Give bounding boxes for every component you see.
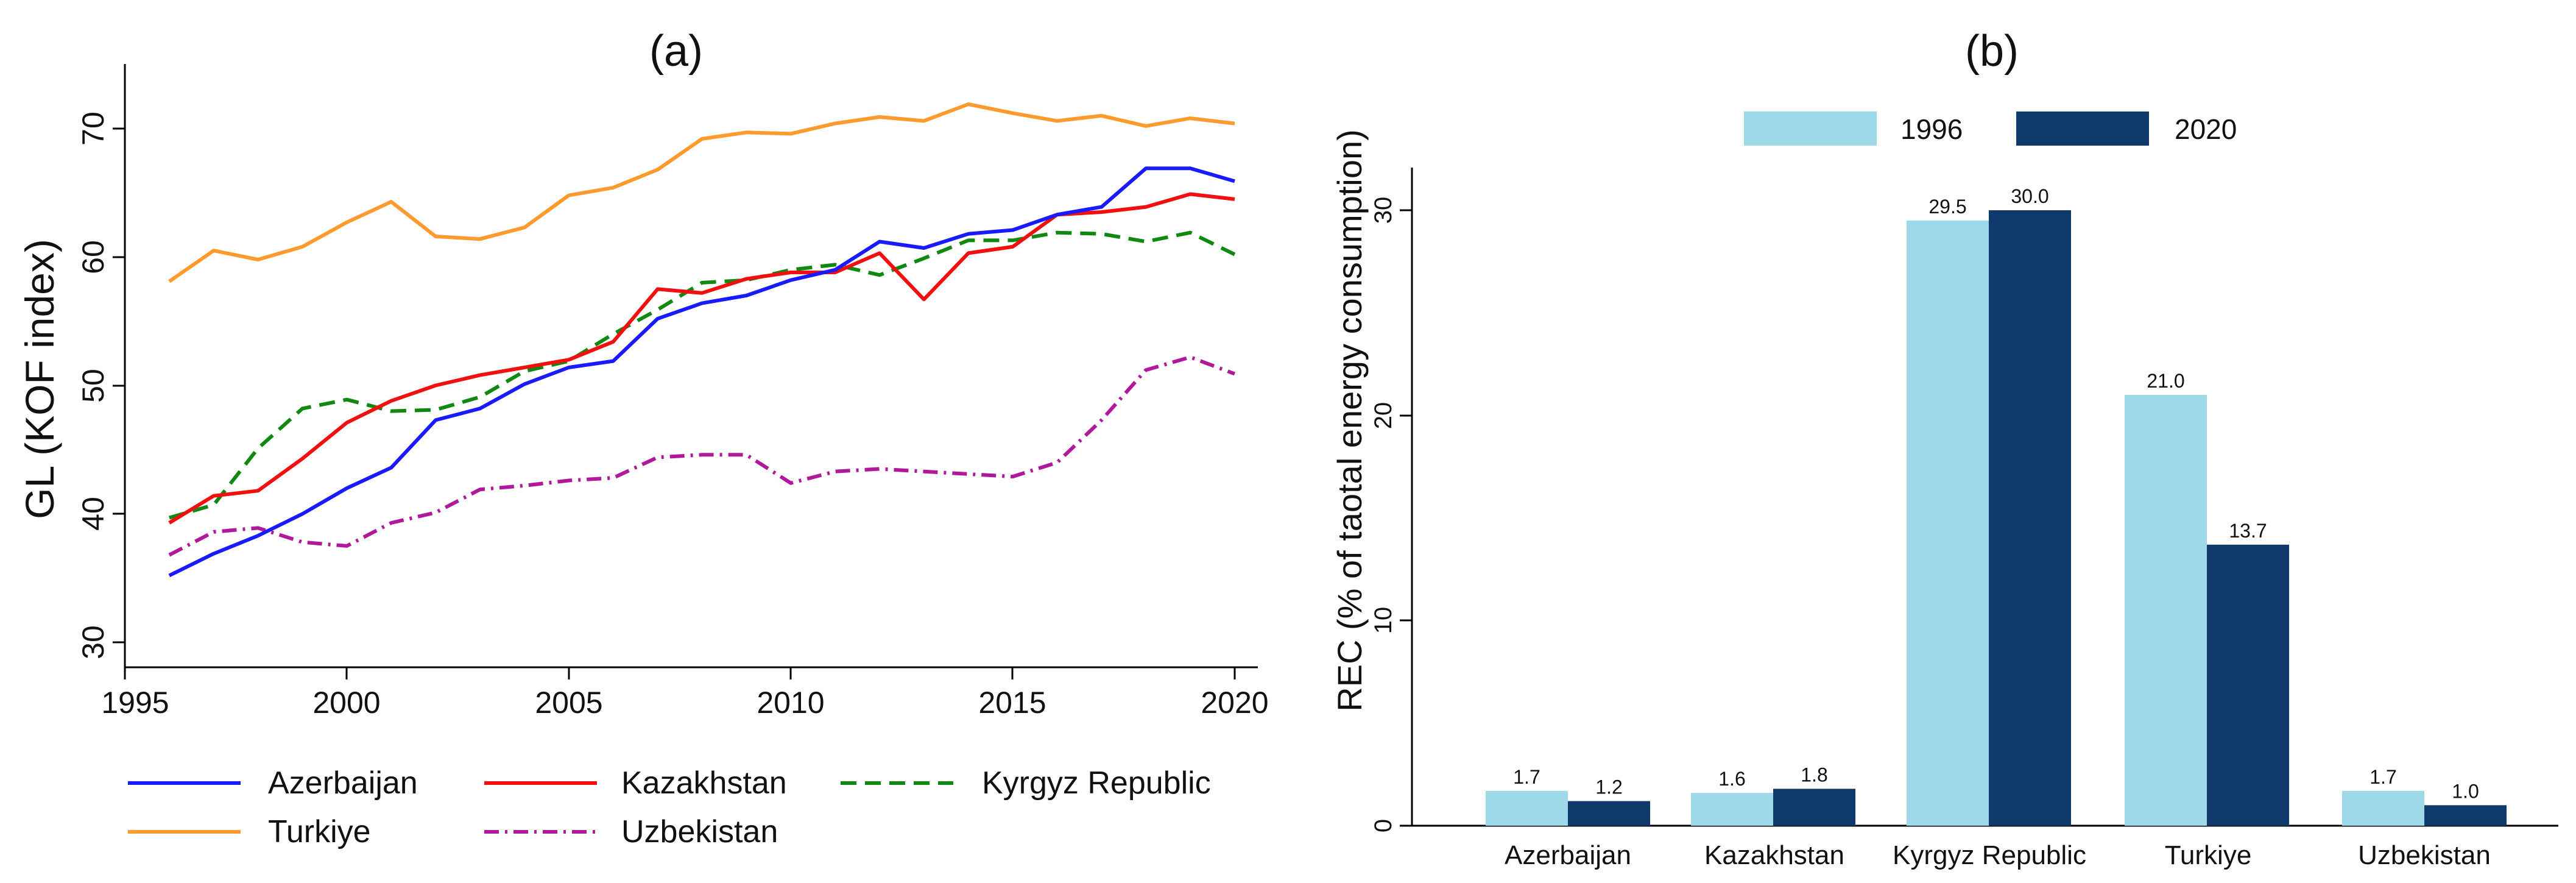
panel-b-bars: 1.7 1.2 1.6 1.8 29.5 30.0 21.0 13.7 1.7 1.0 [1486,185,2507,826]
bar-turkiye-2020 [2207,544,2289,826]
category-label-kyrgyz-republic: Kyrgyz Republic [1893,840,2086,870]
bar-turkiye-1996 [2125,395,2207,826]
category-label-azerbaijan: Azerbaijan [1505,840,1631,870]
bar-azerbaijan-1996 [1486,790,1568,826]
panel-a-y-tick-label-40: 40 [76,497,110,531]
panel-b-y-axis-label: REC (% of taotal energy consumption) [1330,129,1369,712]
bar-label-kyrgyz-republic-1996: 29.5 [1928,196,1966,218]
bar-label-turkiye-1996: 21.0 [2147,370,2184,392]
panel-a-legend: Azerbaijan Kazakhstan Kyrgyz Republic Tu… [128,765,1211,849]
bar-azerbaijan-2020 [1568,801,1650,826]
series-line-kyrgyz-republic [169,230,1236,520]
panel-a-y-tick-label-30: 30 [76,625,110,659]
panel-b-y-tick-label-20: 20 [1370,402,1397,430]
panel-b-y-ticks: 0 10 20 30 [1370,197,1412,832]
panel-a-y-tick-label-70: 70 [76,112,110,146]
panel-a-y-ticks: 30 40 50 60 70 [76,112,125,659]
legend-label-1996: 1996 [1900,113,1963,145]
panel-a-x-tick-label-2015: 2015 [978,686,1046,720]
series-line-uzbekistan [168,355,1236,557]
bar-label-azerbaijan-1996: 1.7 [1513,766,1540,788]
panel-a-x-tick-label-2000: 2000 [312,686,380,720]
bar-kyrgyz-republic-2020 [1989,210,2071,826]
panel-a-series [168,102,1236,578]
bar-kazakhstan-2020 [1773,789,1855,826]
bar-label-kazakhstan-2020: 1.8 [1801,764,1827,785]
panel-b-y-tick-label-30: 30 [1370,197,1397,224]
bar-label-azerbaijan-2020: 1.2 [1595,776,1622,798]
panel-a-x-ticks: 1995 2000 2005 2010 2015 2020 [101,667,1269,720]
bar-kazakhstan-1996 [1691,793,1773,826]
legend-label-uzbekistan: Uzbekistan [621,814,778,849]
legend-swatch-2020 [2016,112,2149,146]
bar-label-turkiye-2020: 13.7 [2229,520,2267,542]
legend-label-turkiye: Turkiye [268,814,371,849]
panel-a-x-tick-label-2005: 2005 [535,686,602,720]
bar-label-uzbekistan-2020: 1.0 [2452,780,2479,802]
panel-a-x-tick-label-1995: 1995 [101,686,169,720]
bar-uzbekistan-1996 [2342,790,2424,826]
category-label-uzbekistan: Uzbekistan [2358,840,2491,870]
category-label-turkiye: Turkiye [2165,840,2252,870]
category-label-kazakhstan: Kazakhstan [1704,840,1844,870]
panel-a-y-tick-label-60: 60 [76,240,110,274]
panel-b-bar-chart: (b) 1996 2020 REC (% of taotal energy co… [1330,27,2558,870]
panel-a-line-chart: (a) GL (KOF index) 30 40 50 60 70 1995 [17,27,1269,849]
bar-label-uzbekistan-1996: 1.7 [2370,766,2396,788]
panel-b-y-tick-label-0: 0 [1370,819,1397,832]
panel-b-title: (b) [1965,27,2019,76]
series-line-turkiye [168,102,1235,283]
series-line-azerbaijan [168,166,1235,578]
legend-label-kazakhstan: Kazakhstan [621,765,787,801]
bar-kyrgyz-republic-1996 [1907,220,1989,826]
panel-a-title: (a) [649,27,703,76]
panel-a-y-tick-label-50: 50 [76,369,110,403]
bar-label-kazakhstan-1996: 1.6 [1718,768,1745,790]
panel-b-legend: 1996 2020 [1744,112,2237,146]
series-line-kazakhstan [168,192,1235,525]
panel-a-y-axis-label: GL (KOF index) [17,239,62,519]
legend-label-kyrgyz-republic: Kyrgyz Republic [982,765,1211,801]
legend-label-2020: 2020 [2175,113,2237,145]
panel-a-x-tick-label-2010: 2010 [757,686,824,720]
panel-b-y-tick-label-10: 10 [1370,607,1397,634]
panel-a-x-tick-label-2020: 2020 [1201,686,1268,720]
legend-swatch-1996 [1744,112,1877,146]
panel-b-category-labels: Azerbaijan Kazakhstan Kyrgyz Republic Tu… [1505,840,2491,870]
bar-label-kyrgyz-republic-2020: 30.0 [2011,185,2048,207]
legend-label-azerbaijan: Azerbaijan [268,765,418,801]
bar-uzbekistan-2020 [2424,805,2507,826]
